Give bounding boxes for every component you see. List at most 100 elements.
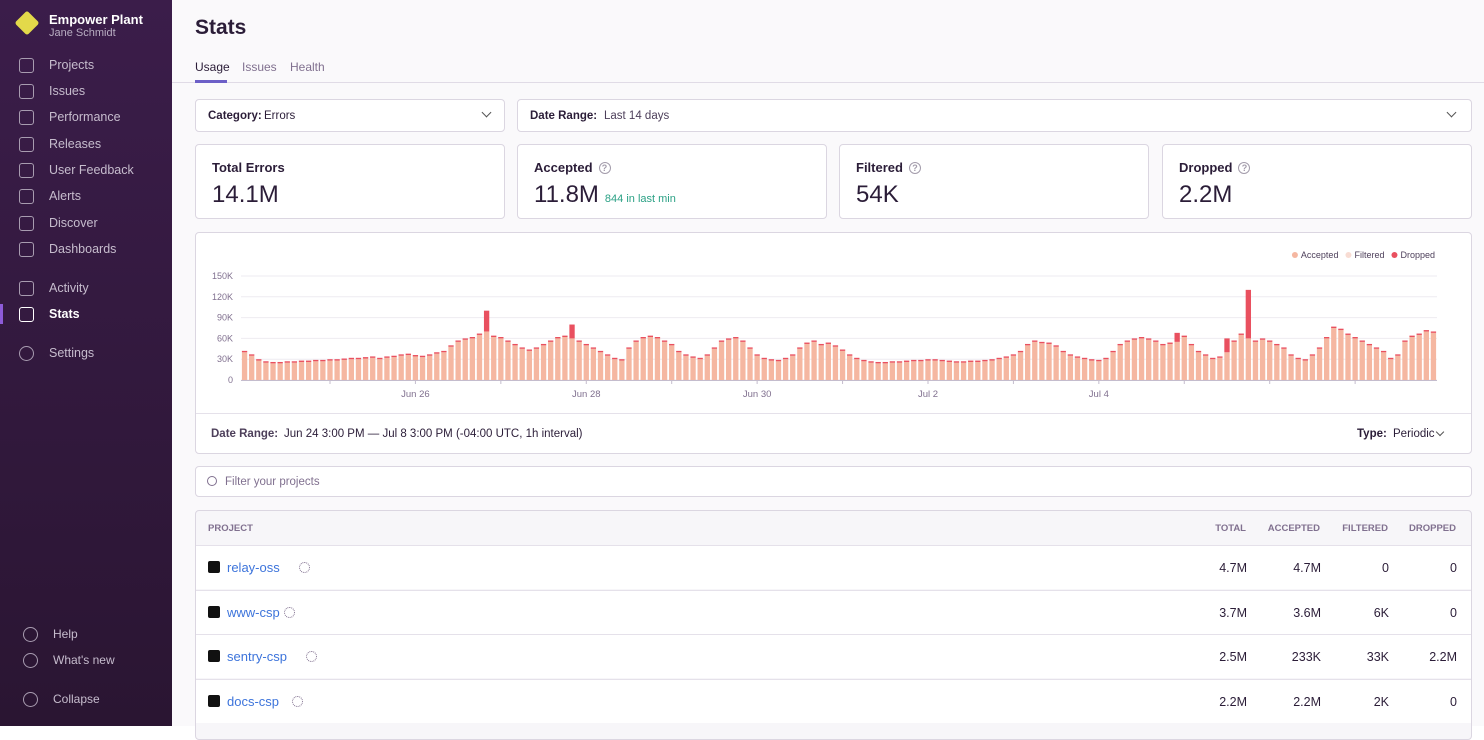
project-link[interactable]: relay-oss bbox=[227, 560, 280, 575]
bar-segment bbox=[1267, 341, 1273, 380]
nav-item[interactable]: Releases bbox=[49, 137, 102, 151]
bar-segment bbox=[555, 337, 561, 339]
help-icon[interactable]: ? bbox=[598, 162, 611, 174]
help-icon[interactable]: ? bbox=[908, 162, 921, 174]
bar-segment bbox=[483, 331, 490, 380]
bar-segment bbox=[1110, 350, 1116, 353]
nav-item[interactable]: Issues bbox=[49, 84, 86, 98]
bar-segment bbox=[426, 355, 433, 380]
bar-segment bbox=[1274, 343, 1280, 346]
bar-segment bbox=[377, 357, 383, 360]
bar-segment bbox=[1245, 338, 1252, 380]
tab[interactable]: Issues bbox=[242, 60, 277, 74]
bar-segment bbox=[519, 348, 525, 380]
search-box[interactable]: Filter your projects bbox=[195, 466, 1472, 497]
settings-icon[interactable] bbox=[284, 606, 296, 618]
cell-value: 3.7M bbox=[1219, 605, 1247, 620]
bar-segment bbox=[1366, 345, 1373, 380]
bar-segment bbox=[661, 340, 668, 342]
project-link[interactable]: docs-csp bbox=[227, 693, 280, 709]
active-indicator bbox=[0, 304, 3, 324]
footer-item[interactable]: Collapse bbox=[53, 692, 100, 706]
org-logo[interactable] bbox=[14, 10, 40, 36]
nav-item[interactable]: Discover bbox=[49, 216, 98, 230]
nav-item[interactable]: Performance bbox=[49, 110, 121, 124]
bar-segment bbox=[327, 360, 333, 380]
bar-segment bbox=[263, 361, 269, 363]
nav-item[interactable]: Projects bbox=[49, 58, 95, 72]
settings-icon[interactable] bbox=[306, 651, 317, 662]
bar-segment bbox=[1295, 359, 1301, 380]
bar-segment bbox=[441, 350, 447, 353]
bar-segment bbox=[839, 349, 846, 351]
bar-segment bbox=[953, 362, 960, 380]
footer-date: Jun 24 3:00 PM — Jul 8 3:00 PM (-04:00 U… bbox=[284, 428, 583, 440]
bar-segment bbox=[384, 357, 390, 380]
footer-item[interactable]: What's new bbox=[53, 653, 115, 667]
column-header: ACCEPTED bbox=[1267, 523, 1320, 534]
bar-segment bbox=[797, 348, 803, 380]
bar-segment bbox=[412, 356, 419, 380]
bar-segment bbox=[1039, 341, 1045, 344]
type-label[interactable]: Type: bbox=[1357, 428, 1387, 440]
bar-segment bbox=[847, 354, 853, 356]
bar-segment bbox=[818, 345, 824, 380]
org-name[interactable]: Empower Plant bbox=[49, 12, 143, 27]
cell-value: 233K bbox=[1291, 650, 1321, 664]
bar-segment bbox=[1010, 354, 1017, 356]
bar-segment bbox=[1067, 355, 1074, 380]
bar-segment bbox=[1423, 330, 1429, 332]
stat-card: Accepted? 11.8M 844 in last min bbox=[517, 144, 827, 219]
nav-item[interactable]: Settings bbox=[49, 346, 95, 360]
bar-segment bbox=[1323, 338, 1330, 380]
project-link[interactable]: www-csp bbox=[227, 604, 280, 620]
tab[interactable]: Usage bbox=[195, 60, 230, 74]
bar-segment bbox=[526, 349, 532, 351]
bar-segment bbox=[1252, 340, 1259, 342]
bar-segment bbox=[747, 348, 753, 380]
nav-item[interactable]: Dashboards bbox=[49, 242, 117, 256]
type-value[interactable]: Periodic bbox=[1393, 428, 1435, 440]
bar-segment bbox=[1110, 352, 1116, 380]
tab[interactable]: Health bbox=[290, 60, 325, 74]
bar-segment bbox=[1231, 340, 1237, 342]
bar-segment bbox=[847, 355, 853, 380]
nav-item[interactable]: User Feedback bbox=[49, 163, 134, 177]
bar-segment bbox=[825, 343, 831, 380]
bar-segment bbox=[654, 338, 661, 380]
bar-segment bbox=[391, 357, 397, 380]
nav-item[interactable]: Stats bbox=[49, 307, 80, 321]
nav-icon bbox=[19, 110, 34, 125]
bar-segment bbox=[362, 358, 369, 380]
category-select[interactable]: Category: Errors bbox=[195, 99, 505, 132]
bar-segment bbox=[1402, 341, 1408, 380]
table-row: www-csp 3.7M 3.6M 6K 0 bbox=[196, 589, 1471, 634]
column-header[interactable]: TOTAL bbox=[1215, 523, 1246, 534]
bar-segment bbox=[953, 361, 960, 363]
column-header: FILTERED bbox=[1342, 523, 1388, 534]
nav-item[interactable]: Alerts bbox=[49, 189, 81, 203]
bar-segment bbox=[683, 354, 689, 356]
nav-item[interactable]: Activity bbox=[49, 281, 89, 295]
bar-segment bbox=[291, 362, 298, 380]
bar-segment bbox=[754, 354, 760, 356]
category-value: Errors bbox=[264, 110, 296, 122]
nav-icon bbox=[23, 692, 38, 707]
bar-segment bbox=[768, 359, 775, 361]
bar-segment bbox=[960, 362, 967, 380]
settings-icon[interactable] bbox=[291, 695, 303, 707]
bar-segment bbox=[718, 341, 725, 380]
bar-segment bbox=[1380, 350, 1387, 353]
bar-segment bbox=[633, 340, 639, 342]
bar-segment bbox=[1081, 359, 1088, 380]
search-icon bbox=[207, 476, 217, 486]
help-icon[interactable]: ? bbox=[1238, 162, 1251, 174]
project-link[interactable]: sentry-csp bbox=[227, 649, 287, 664]
footer-item[interactable]: Help bbox=[53, 627, 78, 641]
bar-segment bbox=[968, 361, 974, 380]
date-select[interactable]: Date Range: Last 14 days bbox=[517, 99, 1472, 132]
settings-icon[interactable] bbox=[298, 562, 310, 573]
bar-segment bbox=[718, 340, 725, 342]
bar-segment bbox=[804, 342, 810, 344]
bar-segment bbox=[1366, 343, 1373, 346]
